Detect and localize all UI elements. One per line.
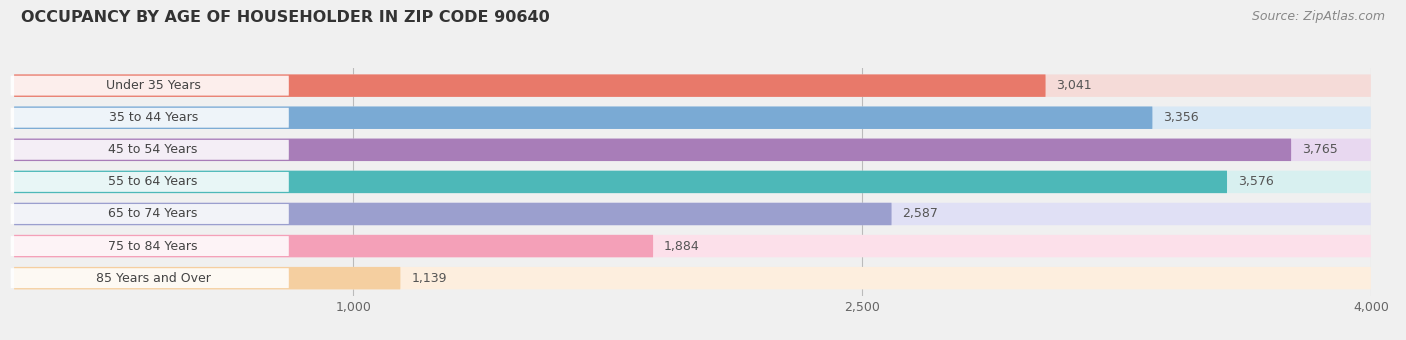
- Text: 35 to 44 Years: 35 to 44 Years: [108, 111, 198, 124]
- FancyBboxPatch shape: [14, 267, 1371, 289]
- FancyBboxPatch shape: [11, 140, 288, 160]
- Text: Under 35 Years: Under 35 Years: [105, 79, 201, 92]
- FancyBboxPatch shape: [11, 268, 288, 288]
- Text: 3,765: 3,765: [1302, 143, 1337, 156]
- FancyBboxPatch shape: [11, 204, 288, 224]
- FancyBboxPatch shape: [14, 203, 891, 225]
- Text: Source: ZipAtlas.com: Source: ZipAtlas.com: [1251, 10, 1385, 23]
- Text: 1,139: 1,139: [412, 272, 447, 285]
- Text: 3,576: 3,576: [1237, 175, 1274, 188]
- FancyBboxPatch shape: [14, 171, 1227, 193]
- Text: 75 to 84 Years: 75 to 84 Years: [108, 240, 198, 253]
- FancyBboxPatch shape: [11, 108, 288, 128]
- FancyBboxPatch shape: [14, 74, 1046, 97]
- Text: 65 to 74 Years: 65 to 74 Years: [108, 207, 198, 220]
- FancyBboxPatch shape: [11, 76, 288, 96]
- FancyBboxPatch shape: [14, 139, 1291, 161]
- Text: OCCUPANCY BY AGE OF HOUSEHOLDER IN ZIP CODE 90640: OCCUPANCY BY AGE OF HOUSEHOLDER IN ZIP C…: [21, 10, 550, 25]
- FancyBboxPatch shape: [14, 235, 1371, 257]
- FancyBboxPatch shape: [14, 171, 1371, 193]
- FancyBboxPatch shape: [14, 106, 1371, 129]
- Text: 85 Years and Over: 85 Years and Over: [96, 272, 211, 285]
- FancyBboxPatch shape: [14, 235, 654, 257]
- FancyBboxPatch shape: [14, 203, 1371, 225]
- Text: 3,041: 3,041: [1056, 79, 1092, 92]
- Text: 45 to 54 Years: 45 to 54 Years: [108, 143, 198, 156]
- FancyBboxPatch shape: [11, 236, 288, 256]
- FancyBboxPatch shape: [14, 74, 1371, 97]
- Text: 1,884: 1,884: [664, 240, 700, 253]
- FancyBboxPatch shape: [14, 139, 1371, 161]
- Text: 55 to 64 Years: 55 to 64 Years: [108, 175, 198, 188]
- FancyBboxPatch shape: [14, 106, 1153, 129]
- FancyBboxPatch shape: [11, 172, 288, 192]
- Text: 3,356: 3,356: [1163, 111, 1199, 124]
- FancyBboxPatch shape: [14, 267, 401, 289]
- Text: 2,587: 2,587: [903, 207, 938, 220]
